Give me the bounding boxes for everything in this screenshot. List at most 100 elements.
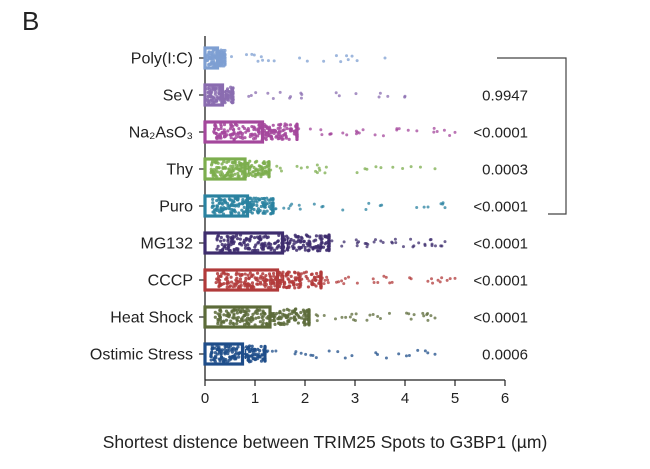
data-point	[259, 344, 263, 349]
data-point	[296, 321, 300, 325]
data-point	[248, 165, 252, 169]
data-point	[298, 274, 302, 278]
data-point	[267, 175, 271, 179]
data-point	[275, 164, 279, 168]
data-point	[354, 132, 358, 136]
data-point	[316, 243, 320, 247]
data-point	[211, 204, 215, 208]
data-point	[252, 137, 256, 141]
data-point	[236, 280, 240, 285]
data-point	[227, 281, 231, 285]
data-point	[218, 208, 222, 212]
data-point	[286, 277, 290, 281]
data-point	[327, 235, 331, 239]
data-point	[233, 172, 237, 176]
data-point	[277, 315, 282, 319]
data-point	[371, 277, 375, 281]
data-point	[257, 315, 261, 320]
data-point	[429, 314, 433, 318]
data-point	[342, 282, 346, 286]
data-point	[271, 204, 275, 208]
data-point	[303, 245, 307, 250]
data-point	[271, 201, 275, 205]
data-point	[266, 246, 270, 250]
data-point	[304, 352, 308, 356]
data-point	[282, 308, 286, 312]
data-point	[238, 274, 243, 278]
data-point	[261, 272, 265, 276]
data-point	[292, 309, 296, 314]
data-point	[216, 166, 220, 170]
data-point	[378, 316, 382, 320]
data-point	[345, 133, 349, 137]
x-tick-label: 5	[451, 390, 459, 407]
category-label: Na₂AsO₃	[129, 125, 193, 142]
data-point	[263, 281, 267, 285]
data-point	[215, 348, 219, 352]
data-point	[262, 196, 267, 201]
data-point	[287, 270, 291, 274]
data-point	[248, 134, 252, 139]
data-point	[327, 349, 331, 353]
data-point	[319, 271, 323, 275]
data-point	[384, 275, 388, 279]
data-point	[443, 206, 447, 210]
p-value-label: 0.9947	[482, 88, 528, 105]
data-point	[242, 210, 246, 214]
data-point	[287, 280, 292, 284]
data-point	[214, 356, 218, 360]
data-point	[225, 272, 229, 276]
data-point	[397, 352, 401, 356]
data-point	[211, 63, 215, 67]
data-point	[426, 351, 430, 355]
data-point	[254, 357, 258, 361]
data-point	[393, 237, 397, 241]
data-point	[254, 91, 258, 95]
data-point	[376, 280, 380, 284]
data-point	[289, 95, 293, 99]
data-point	[244, 53, 248, 57]
data-point	[293, 286, 297, 290]
data-point	[230, 160, 234, 165]
data-point	[309, 272, 314, 277]
data-point	[373, 133, 377, 137]
data-point	[320, 237, 324, 241]
data-point	[205, 58, 210, 63]
data-point	[229, 284, 233, 288]
data-point	[292, 129, 296, 133]
data-point	[211, 60, 216, 65]
data-point	[269, 247, 273, 252]
data-point	[407, 354, 411, 358]
data-point	[307, 279, 311, 283]
data-point	[282, 206, 286, 210]
data-point	[387, 311, 391, 315]
data-point	[222, 160, 226, 164]
data-point	[259, 174, 263, 179]
data-point	[406, 128, 410, 132]
data-point	[320, 205, 324, 209]
data-point	[230, 87, 234, 91]
data-point	[426, 205, 430, 209]
data-point	[224, 318, 229, 322]
data-point	[261, 318, 265, 322]
data-point	[253, 349, 257, 353]
data-point	[306, 285, 311, 289]
data-point	[229, 172, 233, 176]
data-point	[244, 318, 248, 322]
data-point	[213, 310, 217, 314]
data-point	[231, 321, 235, 325]
data-point	[325, 248, 329, 252]
data-point	[250, 211, 254, 215]
data-point	[291, 279, 295, 283]
data-point	[218, 132, 222, 136]
data-point	[255, 235, 260, 239]
data-point	[275, 246, 279, 250]
data-point	[216, 312, 220, 316]
data-point	[340, 315, 344, 319]
data-point	[438, 280, 442, 284]
data-point	[207, 50, 212, 54]
data-point	[247, 322, 251, 326]
data-point	[250, 354, 254, 358]
data-point	[224, 344, 228, 349]
data-point	[223, 347, 227, 352]
